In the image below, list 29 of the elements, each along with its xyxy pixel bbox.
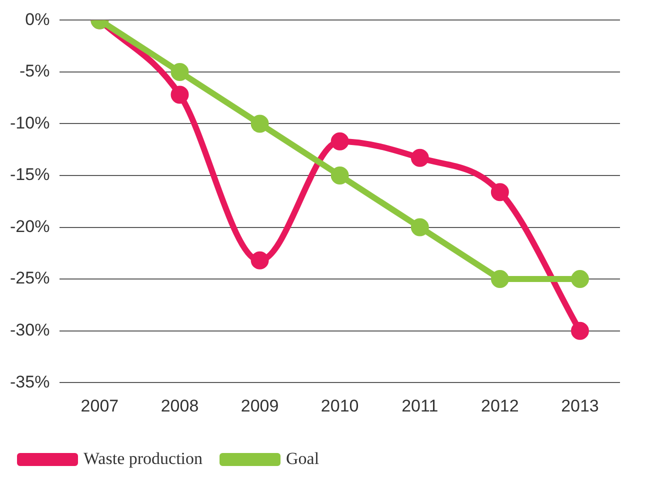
point xyxy=(170,62,189,81)
legend-label: Waste production xyxy=(84,448,204,468)
x-tick-label: 2010 xyxy=(320,396,359,416)
x-tick-label: 2007 xyxy=(80,396,119,416)
point xyxy=(490,270,509,288)
point xyxy=(250,251,269,270)
point xyxy=(490,183,509,202)
y-tick-label: -10% xyxy=(10,113,50,132)
legend-label: Goal xyxy=(286,448,320,468)
point xyxy=(250,114,269,133)
y-tick-label: -20% xyxy=(10,216,50,236)
x-tick-label: 2011 xyxy=(402,396,438,416)
point xyxy=(330,166,349,185)
point xyxy=(410,218,429,236)
x-tick-label: 2013 xyxy=(561,396,599,416)
y-tick-label: 0% xyxy=(25,10,50,29)
point xyxy=(410,148,429,167)
y-tick-label: -5% xyxy=(19,62,50,81)
y-tick-label: -35% xyxy=(10,372,50,392)
y-tick-label: -15% xyxy=(10,165,50,184)
y-tick-label: -25% xyxy=(10,268,50,288)
point xyxy=(570,322,589,340)
point xyxy=(170,86,189,104)
y-tick-label: -30% xyxy=(10,320,50,340)
point xyxy=(330,132,349,150)
x-tick-label: 2008 xyxy=(160,396,199,416)
x-tick-label: 2009 xyxy=(240,396,279,416)
x-tick-label: 2012 xyxy=(481,396,519,416)
point xyxy=(570,270,589,288)
